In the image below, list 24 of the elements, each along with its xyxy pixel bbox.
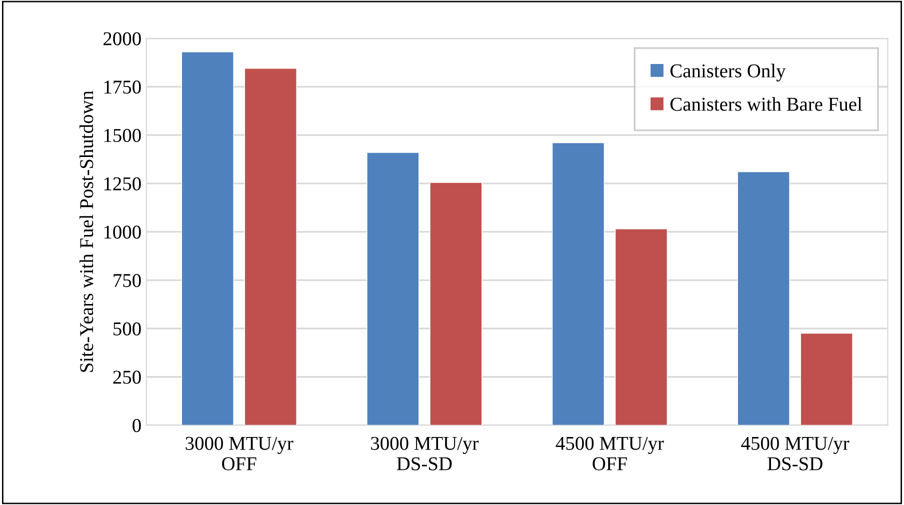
- legend-label: Canisters Only: [670, 64, 786, 82]
- bar: [737, 171, 790, 426]
- bar: [614, 228, 668, 426]
- y-tick-label: 500: [114, 322, 141, 336]
- x-tick-label: 4500 MTU/yr OFF: [556, 436, 664, 470]
- bar: [181, 52, 234, 426]
- legend-label: Canisters with Bare Fuel: [670, 97, 862, 111]
- y-tick-label: 750: [114, 274, 141, 288]
- x-tick-label: 4500 MTU/yr DS-SD: [741, 436, 850, 470]
- bar: [800, 332, 853, 426]
- y-tick-label: 1250: [104, 177, 141, 190]
- x-tick-label: 3000 MTU/yr DS-SD: [371, 436, 479, 470]
- y-tick-label: 1000: [104, 226, 141, 239]
- y-tick-label: 2000: [104, 32, 141, 46]
- y-tick-label: 1500: [104, 128, 141, 142]
- bar: [244, 68, 297, 426]
- y-tick-label: 250: [113, 370, 141, 384]
- bar: [366, 152, 420, 426]
- y-tick-label: 0: [132, 419, 141, 432]
- y-tick-label: 1750: [104, 80, 141, 94]
- bar: [430, 182, 482, 426]
- bar: [552, 142, 605, 426]
- y-axis-title: Site-Years with Fuel Post-Shutdown: [80, 90, 94, 372]
- x-tick-label: 3000 MTU/yr OFF: [186, 436, 294, 470]
